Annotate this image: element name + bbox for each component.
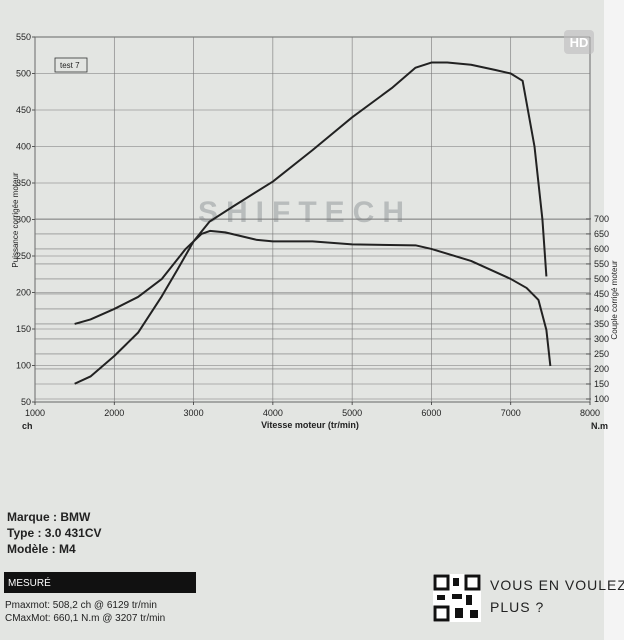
y-tick-label: 100 (16, 361, 31, 371)
y2-tick-label: 300 (594, 334, 609, 344)
x-tick-label: 7000 (501, 408, 521, 418)
badge-bg (564, 30, 594, 54)
y-tick-label: 200 (16, 288, 31, 298)
x-tick-label: 2000 (104, 408, 124, 418)
y2-tick-label: 550 (594, 259, 609, 269)
watermark: SHIFTECH (198, 196, 412, 229)
legend-label: test 7 (60, 61, 80, 70)
legend-box (54, 57, 88, 73)
x-tick-label: 1000 (25, 408, 45, 418)
info-cmax: CMaxMot: 660,1 N.m @ 3207 tr/min (5, 613, 165, 624)
y2-tick-label: 100 (594, 394, 609, 404)
info-modele: Modèle : M4 (7, 542, 76, 556)
qr-code (433, 574, 481, 622)
y2-tick-label: 400 (594, 304, 609, 314)
promo-line-1: VOUS EN VOULEZ (490, 577, 624, 593)
edge (604, 0, 624, 640)
y2-tick-label: 600 (594, 244, 609, 254)
y-tick-label: 550 (16, 32, 31, 42)
y-axis-label: Puissance corrigée moteur (11, 172, 20, 267)
y2-tick-label: 200 (594, 364, 609, 374)
info-pmax: Pmaxmot: 508,2 ch @ 6129 tr/min (5, 600, 157, 611)
y-tick-label: 250 (16, 251, 31, 261)
y-tick-label: 500 (16, 69, 31, 79)
section-title: MESURÉ (8, 576, 51, 589)
y2-tick-label: 700 (594, 214, 609, 224)
y-tick-label: 50 (21, 397, 31, 407)
y-tick-label: 350 (16, 178, 31, 188)
y-tick-label: 450 (16, 105, 31, 115)
info-type: Type : 3.0 431CV (7, 526, 102, 540)
y2-tick-label: 650 (594, 229, 609, 239)
x-tick-label: 4000 (263, 408, 283, 418)
y2-tick-label: 350 (594, 319, 609, 329)
x-axis-label: Vitesse moteur (tr/min) (261, 420, 359, 430)
curve (74, 61, 548, 385)
y-tick-label: 300 (16, 215, 31, 225)
y2-axis-label: Couple corrigé moteur (610, 260, 619, 339)
x-tick-label: 6000 (421, 408, 441, 418)
x-tick-label: 5000 (342, 408, 362, 418)
y2-tick-label: 150 (594, 379, 609, 389)
curve (74, 229, 552, 367)
badge: HD (570, 35, 589, 50)
y-unit: ch (22, 421, 33, 431)
promo-line-2: PLUS ? (490, 599, 544, 615)
y2-tick-label: 250 (594, 349, 609, 359)
x-tick-label: 8000 (580, 408, 600, 418)
y2-tick-label: 500 (594, 274, 609, 284)
info-marque: Marque : BMW (7, 510, 91, 524)
section-bar (4, 572, 196, 593)
y-tick-label: 400 (16, 142, 31, 152)
y2-tick-label: 450 (594, 289, 609, 299)
y-tick-label: 150 (16, 324, 31, 334)
y2-unit: N.m (591, 421, 608, 431)
x-tick-label: 3000 (184, 408, 204, 418)
